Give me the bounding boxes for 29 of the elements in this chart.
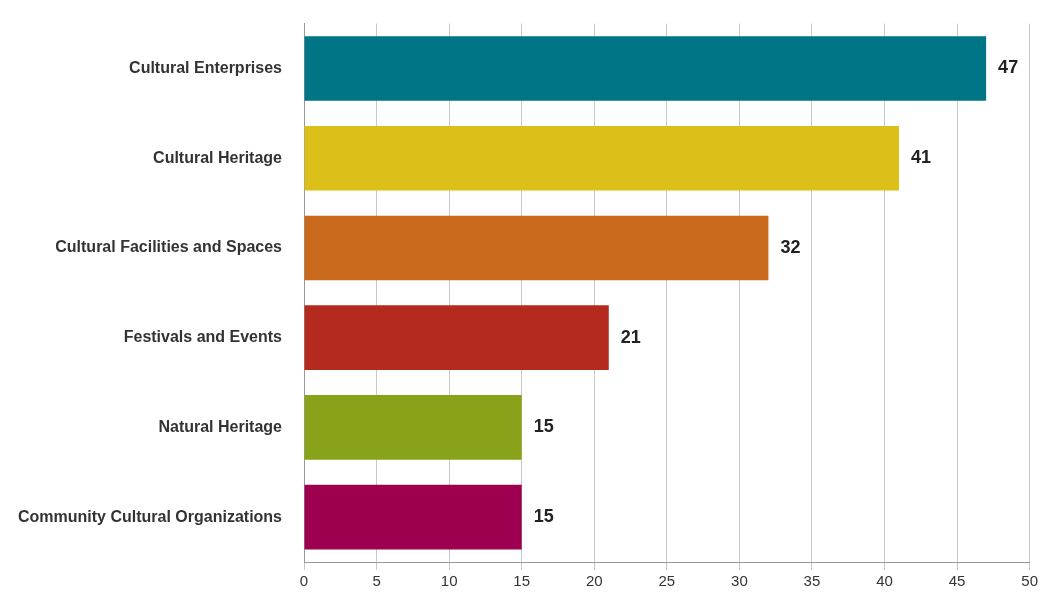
bar (304, 125, 900, 191)
x-tick-label: 45 (948, 572, 966, 590)
y-tick-label: Cultural Heritage (153, 148, 283, 166)
x-tick-label: 50 (1021, 572, 1038, 590)
y-tick-label: Festivals and Events (123, 328, 283, 346)
x-tick-label: 5 (372, 572, 381, 590)
bar (304, 36, 987, 101)
y-tick-label: Cultural Enterprises (129, 58, 283, 76)
data-label: 15 (533, 506, 554, 527)
x-tick-label: 15 (513, 572, 531, 590)
data-label: 32 (780, 236, 801, 257)
data-label: 15 (533, 416, 554, 437)
x-tick-label: 10 (440, 572, 458, 590)
x-tick-label: 40 (876, 572, 893, 590)
bar (304, 215, 769, 281)
y-tick-label: Cultural Facilities and Spaces (55, 238, 283, 256)
x-tick-label: 25 (658, 572, 676, 590)
y-tick-label: Community Cultural Organizations (18, 507, 283, 525)
data-label: 21 (620, 326, 641, 347)
x-tick-label: 35 (803, 572, 821, 590)
bar (304, 484, 522, 550)
bar (304, 305, 609, 370)
y-tick-label: Natural Heritage (158, 417, 283, 435)
x-tick-label: 0 (299, 572, 309, 590)
bar (304, 395, 522, 460)
data-label: 41 (911, 147, 932, 168)
x-tick-label: 30 (731, 572, 748, 590)
x-tick-label: 20 (585, 572, 603, 590)
data-label: 47 (998, 57, 1019, 78)
